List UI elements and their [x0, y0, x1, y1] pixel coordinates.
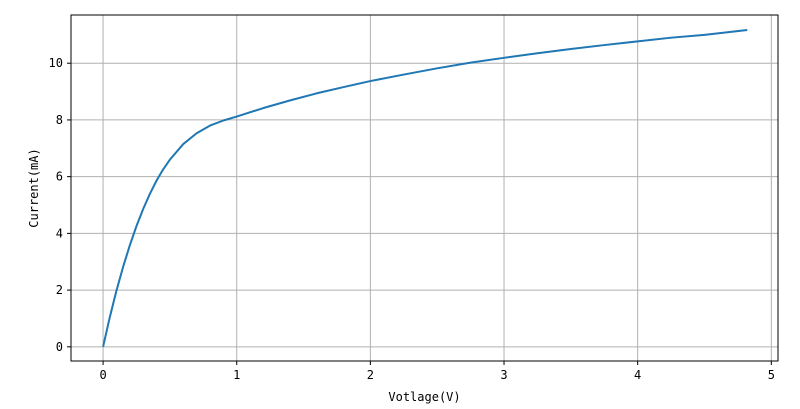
tick-layer: 0 1 2 3 4 5 0 2 4 6 8 10 — [49, 56, 775, 382]
x-tick-label: 3 — [500, 368, 507, 382]
series-line — [102, 29, 748, 348]
y-tick-label: 4 — [56, 226, 63, 240]
grid-lines — [71, 15, 778, 361]
x-tick-label: 4 — [634, 368, 641, 382]
y-tick-label: 6 — [56, 170, 63, 184]
x-tick-label: 0 — [99, 368, 106, 382]
series-layer — [102, 29, 748, 348]
plot-frame — [70, 14, 779, 362]
y-tick-label: 0 — [56, 340, 63, 354]
x-tick-label: 1 — [233, 368, 240, 382]
x-axis-label: Votlage(V) — [388, 390, 460, 404]
y-tick-label: 8 — [56, 113, 63, 127]
y-tick-label: 2 — [56, 283, 63, 297]
x-tick-label: 5 — [768, 368, 775, 382]
y-axis-label: Current(mA) — [27, 148, 41, 227]
y-tick-label: 10 — [49, 56, 63, 70]
x-tick-label: 2 — [367, 368, 374, 382]
